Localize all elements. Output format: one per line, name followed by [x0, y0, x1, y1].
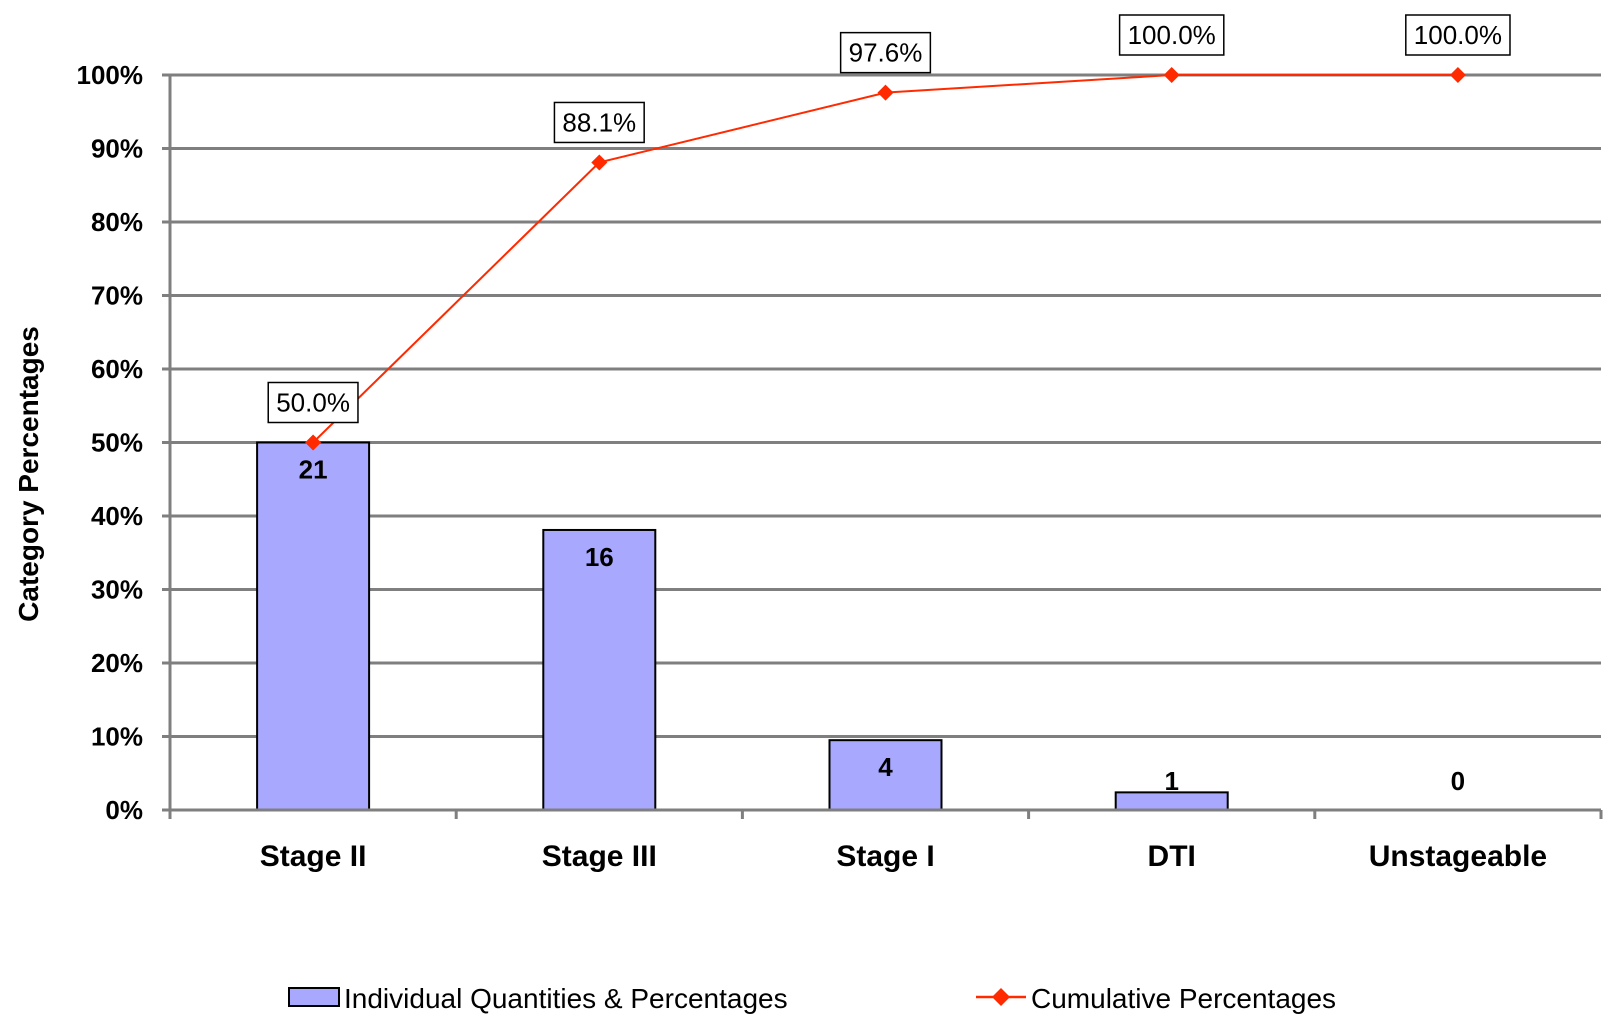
cumulative-point: [591, 154, 608, 171]
cumulative-label: 88.1%: [562, 107, 636, 137]
x-tick-label: Stage I: [836, 840, 934, 873]
cumulative-data-labels: 50.0% 88.1% 97.6% 100.0% 100.0%: [267, 14, 1511, 424]
x-tick-label: Unstageable: [1369, 840, 1547, 873]
cumulative-label: 100.0%: [1128, 20, 1216, 50]
bars: [256, 441, 1229, 812]
cumulative-label: 100.0%: [1414, 20, 1502, 50]
legend: Individual Quantities & Percentages Cumu…: [288, 983, 1336, 1014]
y-tick-label: 90%: [91, 134, 143, 164]
y-tick-label: 70%: [91, 281, 143, 311]
cumulative-point: [1163, 67, 1180, 83]
bar-label: 16: [585, 542, 614, 572]
x-tick-label: Stage III: [542, 840, 657, 873]
cumulative-label-box: [1118, 14, 1225, 56]
cumulative-label-box: [839, 31, 932, 74]
cumulative-label-box: [267, 381, 359, 424]
y-tick-label: 10%: [91, 722, 143, 752]
legend-swatch-marker: [992, 988, 1010, 1006]
y-tick-label: 30%: [91, 575, 143, 605]
y-tick-label: 40%: [91, 501, 143, 531]
legend-label-line: Cumulative Percentages: [1031, 983, 1336, 1014]
bar-label: 1: [1164, 766, 1178, 796]
y-tick-label: 0%: [105, 795, 143, 825]
cumulative-label: 50.0%: [276, 388, 350, 418]
cumulative-label-box: [1405, 14, 1511, 56]
y-axis-title: Category Percentages: [13, 326, 44, 622]
y-tick-label: 20%: [91, 648, 143, 678]
cumulative-line: [305, 67, 1466, 451]
legend-label-bars: Individual Quantities & Percentages: [344, 983, 788, 1014]
bar-label: 0: [1451, 766, 1465, 796]
x-tick-labels: Stage II Stage III Stage I DTI Unstageable: [260, 840, 1547, 873]
y-tick-label: 80%: [91, 207, 143, 237]
legend-swatch-bars: [288, 987, 340, 1007]
bar-stage-iii: [542, 528, 657, 812]
bar-stage-ii: [256, 441, 371, 811]
y-tick-label: 60%: [91, 354, 143, 384]
bar-label: 21: [299, 455, 328, 485]
cumulative-point: [1449, 67, 1466, 83]
x-tick-label: DTI: [1148, 840, 1196, 873]
axes: [162, 73, 1603, 819]
cumulative-point: [877, 84, 894, 101]
bar-label: 4: [878, 752, 893, 782]
y-tick-label: 100%: [77, 60, 144, 90]
cumulative-label: 97.6%: [849, 38, 923, 68]
cumulative-line-path: [312, 74, 1458, 444]
gridlines: [170, 73, 1601, 738]
bar-data-labels: 21 16 4 1 0: [299, 455, 1465, 797]
y-tick-label: 50%: [91, 428, 143, 458]
cumulative-point: [305, 434, 322, 451]
cumulative-label-box: [553, 101, 645, 144]
y-tick-labels: 0% 10% 20% 30% 40% 50% 60% 70% 80% 90% 100%: [77, 60, 144, 825]
bar-stage-i: [828, 739, 943, 811]
x-tick-label: Stage II: [260, 840, 367, 873]
